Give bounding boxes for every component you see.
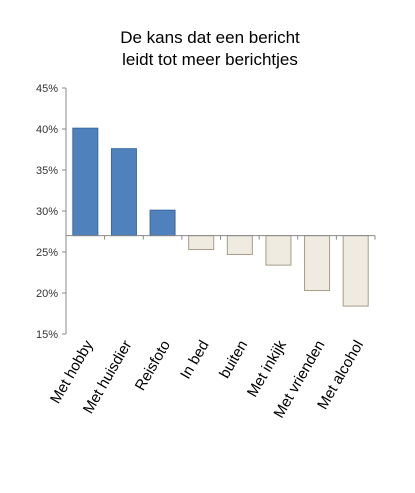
y-tick-label: 35%: [36, 165, 58, 177]
bar: [226, 235, 253, 255]
bar: [304, 235, 331, 292]
category-label: In bed: [177, 338, 213, 383]
bar: [149, 209, 176, 237]
bar: [110, 148, 137, 237]
y-tick-label: 40%: [36, 124, 58, 136]
chart-title-line-2: leidt tot meer berichtjes: [122, 50, 298, 69]
bar: [342, 235, 369, 307]
y-tick-label: 20%: [36, 288, 58, 300]
y-tick-label: 25%: [36, 247, 58, 259]
y-tick-label: 15%: [36, 329, 58, 341]
bar: [72, 127, 99, 237]
bar: [265, 235, 292, 266]
category-label: buiten: [216, 338, 251, 382]
chart-title-line-1: De kans dat een bericht: [120, 28, 300, 47]
y-tick-label: 45%: [36, 83, 58, 95]
bar: [188, 235, 215, 251]
y-tick-label: 30%: [36, 206, 58, 218]
chart-title: De kans dat een bericht leidt tot meer b…: [60, 27, 360, 71]
category-label: Reisfoto: [132, 338, 174, 394]
